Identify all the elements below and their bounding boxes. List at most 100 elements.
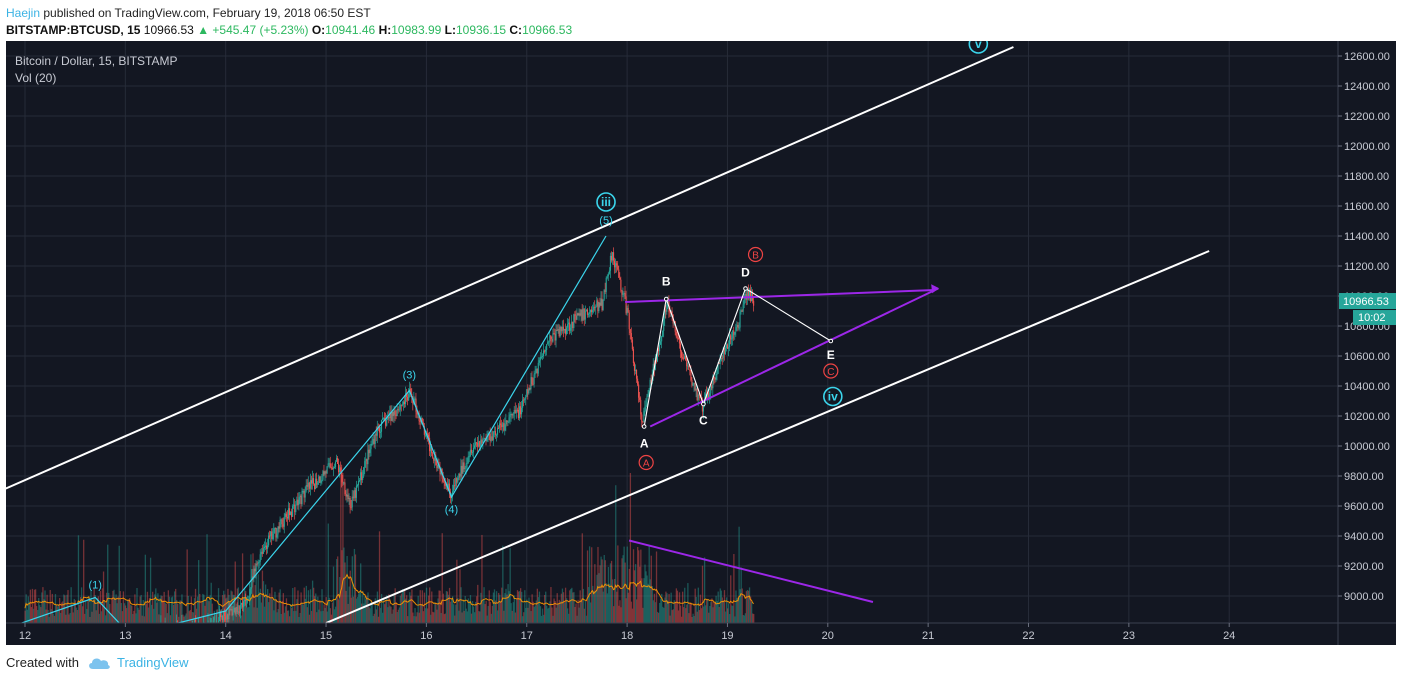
candle-body — [575, 315, 577, 320]
high-label: H: — [378, 23, 392, 37]
volume-bar — [366, 595, 368, 623]
volume-bar — [87, 599, 89, 623]
volume-bar — [443, 614, 445, 623]
candle-body — [726, 344, 729, 349]
volume-bar — [410, 595, 412, 623]
volume-bar — [666, 593, 668, 623]
volume-bar — [631, 608, 634, 623]
volume-bar — [568, 613, 570, 623]
volume-bar — [720, 590, 722, 623]
candle-body — [384, 417, 386, 420]
candle-body — [621, 290, 623, 295]
candle-body — [375, 433, 377, 436]
volume-bar — [132, 614, 134, 623]
triangle-label: D — [741, 266, 750, 280]
candle-body — [606, 276, 608, 278]
volume-bar — [712, 607, 714, 623]
candle-body — [447, 483, 449, 490]
volume-bar — [539, 606, 542, 623]
candle-body — [314, 483, 316, 489]
author-name[interactable]: Haejin — [6, 6, 41, 20]
candle-body — [717, 362, 719, 374]
candle-body — [323, 471, 325, 475]
chart-area[interactable]: (1) (3) (4) (5) iii iv v A B C D E A B C 12600.00 12400.… — [6, 41, 1396, 645]
price-chart[interactable]: (1) (3) (4) (5) iii iv v A B C D E A B C 12600.00 12400.… — [6, 41, 1396, 645]
volume-bar — [258, 592, 260, 623]
volume-bar — [92, 599, 94, 623]
candle-body — [271, 531, 273, 540]
volume-bar — [47, 609, 49, 623]
volume-bar — [91, 611, 93, 623]
candle-body — [723, 347, 725, 355]
volume-bar — [713, 602, 715, 623]
volume-bar — [421, 590, 424, 623]
volume-bar — [32, 608, 35, 623]
candle-body — [308, 482, 310, 489]
tradingview-brand[interactable]: TradingView — [116, 655, 189, 670]
volume-bar — [111, 597, 113, 623]
candle-body — [731, 338, 733, 340]
volume-bar — [496, 610, 499, 623]
volume-bar — [616, 591, 618, 623]
candle-body — [476, 442, 478, 444]
candle-body — [176, 621, 178, 623]
volume-bar — [624, 562, 626, 623]
volume-bar — [726, 608, 729, 623]
volume-bar — [550, 587, 552, 623]
volume-bar — [214, 614, 217, 623]
candle-body — [494, 431, 496, 435]
candle-body — [631, 339, 633, 350]
volume-bar — [227, 588, 229, 623]
candle-body — [254, 568, 256, 572]
volume-bar — [476, 596, 478, 623]
candle-body — [366, 459, 368, 465]
volume-bar — [344, 562, 346, 623]
candle-body — [632, 349, 634, 364]
candle-body — [457, 477, 459, 483]
volume-bar — [561, 588, 564, 623]
volume-bar — [367, 592, 369, 623]
volume-bar — [572, 592, 574, 623]
candle-body — [436, 465, 438, 469]
volume-bar — [254, 585, 256, 623]
candle-body — [285, 513, 287, 517]
candle-body — [367, 449, 369, 465]
wave-point — [663, 296, 669, 302]
volume-bar — [107, 544, 109, 623]
candle-body — [616, 263, 618, 266]
volume-bar — [242, 600, 245, 623]
candle-body — [427, 434, 430, 438]
volume-bar — [207, 600, 209, 623]
candle-body — [403, 401, 406, 405]
candle-body — [482, 439, 484, 443]
candle-body — [284, 513, 286, 518]
volume-bar — [95, 610, 97, 623]
candle-body — [433, 457, 435, 461]
price-tick-label: 11400.00 — [1344, 231, 1389, 243]
candle-body — [542, 350, 545, 356]
volume-bar — [551, 607, 553, 623]
volume-bar — [336, 559, 338, 623]
volume-bar — [514, 612, 517, 623]
volume-bar — [179, 600, 181, 623]
candle-body — [286, 516, 288, 519]
candle-body — [511, 413, 513, 416]
volume-bar — [560, 593, 563, 623]
volume-bar — [629, 473, 632, 623]
candle-body — [465, 463, 467, 468]
candle-body — [590, 309, 592, 313]
time-tick-label: 15 — [320, 630, 332, 642]
volume-bar — [216, 609, 219, 623]
volume-bar — [210, 582, 212, 623]
volume-bar — [478, 611, 480, 623]
price-tick-label: 10400.00 — [1344, 381, 1390, 393]
price-change: ▲ +545.47 (+5.23%) — [197, 23, 309, 37]
volume-bar — [183, 616, 185, 623]
volume-bar — [148, 597, 151, 623]
candle-body — [458, 473, 460, 478]
candle-body — [407, 396, 409, 401]
volume-bar — [529, 602, 531, 623]
volume-bar — [287, 610, 290, 623]
candle-body — [721, 358, 723, 360]
volume-bar — [733, 553, 735, 623]
